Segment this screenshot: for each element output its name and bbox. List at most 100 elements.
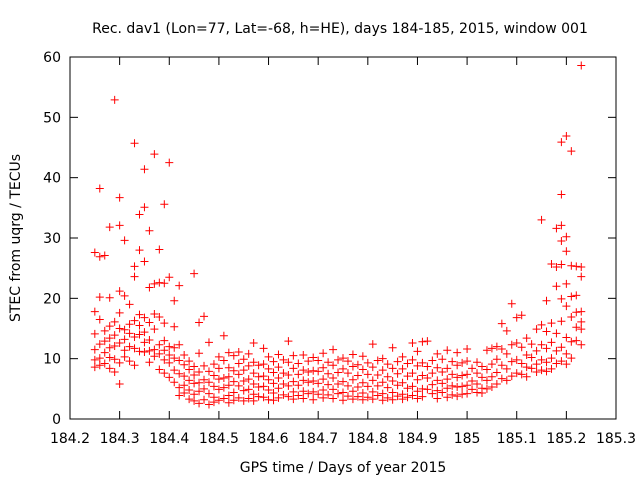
data-point [299, 387, 308, 396]
data-point [418, 358, 427, 367]
data-point [378, 396, 387, 405]
data-point [497, 319, 506, 328]
data-point [577, 262, 586, 271]
data-point [497, 374, 506, 383]
data-point [443, 364, 452, 373]
data-point [224, 363, 233, 372]
data-point [547, 319, 556, 328]
data-point [547, 354, 556, 363]
data-point [339, 396, 347, 405]
data-point [274, 393, 283, 402]
data-point [309, 395, 318, 404]
data-point [542, 367, 551, 376]
data-point [224, 381, 233, 390]
data-point [304, 378, 313, 387]
data-point [348, 350, 357, 359]
data-point [572, 323, 581, 332]
data-point [428, 356, 437, 365]
data-point [378, 378, 387, 387]
data-point [95, 184, 104, 193]
data-point [348, 362, 357, 371]
data-point [517, 370, 526, 379]
data-point [413, 394, 422, 403]
data-point [572, 308, 581, 317]
data-point [165, 158, 174, 167]
data-point [383, 372, 392, 381]
data-point [567, 337, 576, 346]
data-point [170, 296, 179, 305]
data-point [562, 232, 571, 241]
data-point [244, 361, 253, 370]
data-point [269, 396, 278, 405]
x-tick-label: 184.8 [348, 431, 388, 447]
data-point [244, 394, 253, 403]
data-point [190, 269, 199, 278]
data-point [105, 223, 114, 232]
data-point [160, 319, 169, 328]
data-point [413, 347, 422, 356]
data-point [517, 343, 526, 352]
data-point [393, 392, 402, 401]
data-point [170, 366, 179, 375]
data-point [368, 395, 377, 404]
data-point [329, 345, 338, 354]
data-point [120, 325, 129, 334]
data-point [562, 132, 571, 141]
data-point [532, 346, 541, 355]
data-point [95, 361, 104, 370]
data-point [214, 385, 223, 394]
data-point [145, 346, 154, 355]
data-point [105, 322, 114, 331]
data-point [279, 390, 288, 399]
data-point [522, 351, 531, 360]
data-point [110, 341, 119, 350]
data-point [324, 390, 333, 399]
data-point [398, 378, 407, 387]
data-point [552, 329, 561, 338]
data-point [95, 252, 104, 261]
data-point [254, 392, 263, 401]
data-point [567, 313, 576, 322]
data-point [195, 399, 204, 408]
data-point [562, 360, 571, 369]
data-point [224, 372, 233, 381]
data-point [180, 351, 189, 360]
data-point [368, 376, 377, 385]
data-point [453, 373, 462, 382]
data-point [562, 333, 571, 342]
data-point [130, 272, 139, 281]
data-point [324, 358, 333, 367]
data-point [527, 353, 536, 362]
data-point [334, 368, 343, 377]
data-point [393, 369, 402, 378]
data-point [180, 389, 189, 398]
data-point [577, 61, 586, 70]
data-point [334, 380, 343, 389]
data-point [115, 358, 124, 367]
data-point [90, 307, 99, 316]
data-point [487, 383, 496, 392]
data-point [90, 363, 99, 372]
data-point [512, 313, 521, 322]
data-point [339, 377, 347, 386]
data-point [284, 358, 293, 367]
data-point [458, 371, 467, 380]
data-point [353, 392, 362, 401]
data-point [130, 316, 139, 325]
data-point [363, 370, 372, 379]
data-point [105, 293, 114, 302]
data-point [150, 150, 159, 159]
data-point [423, 385, 432, 394]
data-point [195, 378, 204, 387]
data-point [557, 190, 566, 199]
data-point [299, 351, 308, 360]
data-point [448, 381, 457, 390]
data-point [537, 355, 546, 364]
data-point [453, 383, 462, 392]
x-tick-label: 185 [454, 431, 481, 447]
data-point [100, 326, 109, 335]
data-point [125, 320, 134, 329]
data-point [135, 210, 144, 219]
data-point [175, 356, 184, 365]
